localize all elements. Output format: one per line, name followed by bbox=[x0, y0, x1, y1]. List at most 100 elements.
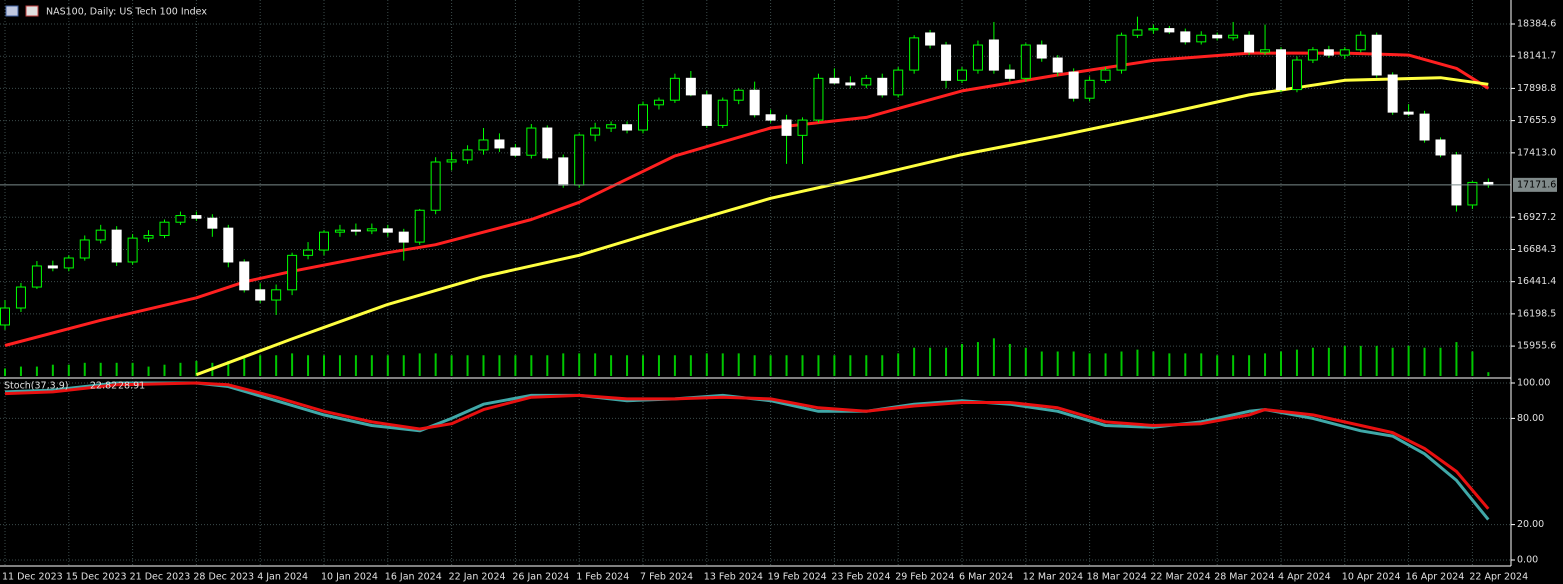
candle-body bbox=[542, 127, 553, 159]
candle-body bbox=[287, 254, 298, 291]
candle-body bbox=[31, 265, 42, 288]
y-tick-label: 17898.8 bbox=[1517, 83, 1556, 94]
y-tick-label: 80.00 bbox=[1517, 413, 1544, 424]
candle-body bbox=[1020, 44, 1031, 79]
candle-body bbox=[1467, 181, 1478, 206]
y-tick-label: 18384.6 bbox=[1517, 19, 1556, 30]
y-tick-label: 15955.6 bbox=[1517, 341, 1556, 352]
candle-body bbox=[972, 44, 983, 71]
candle-body bbox=[781, 119, 792, 136]
candle-body bbox=[526, 127, 537, 156]
x-tick-label: 22 Jan 2024 bbox=[449, 572, 506, 583]
candle-body bbox=[1419, 113, 1430, 141]
candle-body bbox=[1228, 34, 1239, 39]
candle-body bbox=[366, 228, 377, 232]
candle-body bbox=[239, 261, 250, 291]
candle-body bbox=[1291, 59, 1302, 91]
candle-body bbox=[350, 229, 361, 232]
candle-body bbox=[893, 69, 904, 96]
candle-body bbox=[143, 234, 154, 239]
candle-body bbox=[95, 229, 106, 241]
x-tick-label: 4 Apr 2024 bbox=[1278, 572, 1331, 583]
candle-body bbox=[845, 82, 856, 86]
candle-body bbox=[319, 231, 329, 251]
x-tick-label: 23 Feb 2024 bbox=[831, 572, 890, 583]
x-tick-label: 6 Mar 2024 bbox=[959, 572, 1013, 583]
candle-body bbox=[988, 39, 999, 71]
candle-body bbox=[765, 114, 776, 121]
candle-body bbox=[1116, 34, 1127, 71]
candle-body bbox=[398, 231, 409, 243]
candle-body bbox=[861, 77, 872, 86]
candle-body bbox=[1052, 57, 1063, 73]
candle-body bbox=[1148, 28, 1159, 31]
candle-body bbox=[941, 44, 952, 81]
candle-body bbox=[1435, 139, 1446, 156]
candle-body bbox=[175, 215, 186, 223]
x-tick-label: 7 Feb 2024 bbox=[640, 572, 693, 583]
x-tick-label: 28 Mar 2024 bbox=[1214, 572, 1274, 583]
candle-body bbox=[63, 257, 74, 269]
x-tick-label: 21 Dec 2023 bbox=[130, 572, 191, 583]
candle-body bbox=[47, 265, 58, 269]
candle-body bbox=[1403, 111, 1414, 115]
candle-body bbox=[255, 289, 266, 301]
candle-body bbox=[829, 77, 840, 84]
candle-body bbox=[382, 228, 393, 233]
candle-body bbox=[669, 77, 680, 101]
y-tick-label: 16198.5 bbox=[1517, 308, 1556, 319]
x-tick-label: 1 Feb 2024 bbox=[576, 572, 629, 583]
candle-body bbox=[925, 32, 936, 46]
candle-body bbox=[733, 89, 744, 101]
y-tick-label: 20.00 bbox=[1517, 519, 1544, 530]
candle-body bbox=[622, 124, 633, 131]
candle-body bbox=[574, 134, 585, 186]
candle-body bbox=[510, 147, 521, 156]
x-tick-label: 22 Mar 2024 bbox=[1150, 572, 1210, 583]
candle-body bbox=[1371, 34, 1382, 76]
candle-body bbox=[653, 99, 664, 106]
candle-body bbox=[1260, 49, 1271, 53]
last-price-label: 17171.6 bbox=[1517, 179, 1556, 190]
candle-body bbox=[191, 215, 202, 219]
candle-body bbox=[111, 229, 122, 263]
y-tick-label: 16684.3 bbox=[1517, 244, 1556, 255]
candle-body bbox=[717, 99, 728, 126]
x-tick-label: 4 Jan 2024 bbox=[257, 572, 308, 583]
x-tick-label: 22 Apr 2024 bbox=[1469, 572, 1528, 583]
candle-body bbox=[462, 149, 473, 161]
candle-body bbox=[1244, 34, 1255, 53]
y-tick-label: 0.00 bbox=[1517, 555, 1538, 566]
line-series bbox=[4, 381, 1490, 521]
candle-body bbox=[1084, 79, 1095, 99]
candle-body bbox=[638, 104, 648, 131]
x-tick-label: 26 Jan 2024 bbox=[512, 572, 569, 583]
candle-body bbox=[1036, 44, 1047, 59]
candle-body bbox=[749, 89, 760, 116]
y-tick-label: 17655.9 bbox=[1517, 115, 1556, 126]
candle-body bbox=[446, 159, 457, 163]
y-tick-label: 18141.7 bbox=[1517, 51, 1556, 62]
candle-body bbox=[430, 161, 441, 211]
candle-body bbox=[271, 289, 282, 301]
candle-body bbox=[1196, 34, 1207, 43]
candle-body bbox=[1212, 34, 1223, 39]
candle-body bbox=[15, 286, 26, 309]
candle-body bbox=[797, 119, 808, 136]
candle-body bbox=[303, 249, 314, 256]
candle-body bbox=[334, 229, 345, 233]
y-tick-label: 16441.4 bbox=[1517, 276, 1556, 287]
candle-body bbox=[223, 227, 234, 263]
candle-body bbox=[1323, 49, 1334, 56]
candle-body bbox=[207, 217, 218, 229]
candle-body bbox=[957, 69, 967, 81]
candle-body bbox=[606, 124, 617, 129]
candle-body bbox=[1180, 31, 1191, 43]
candle-body bbox=[1164, 28, 1175, 33]
x-tick-label: 12 Mar 2024 bbox=[1023, 572, 1083, 583]
candle-body bbox=[494, 139, 505, 149]
candle-body bbox=[685, 77, 696, 96]
